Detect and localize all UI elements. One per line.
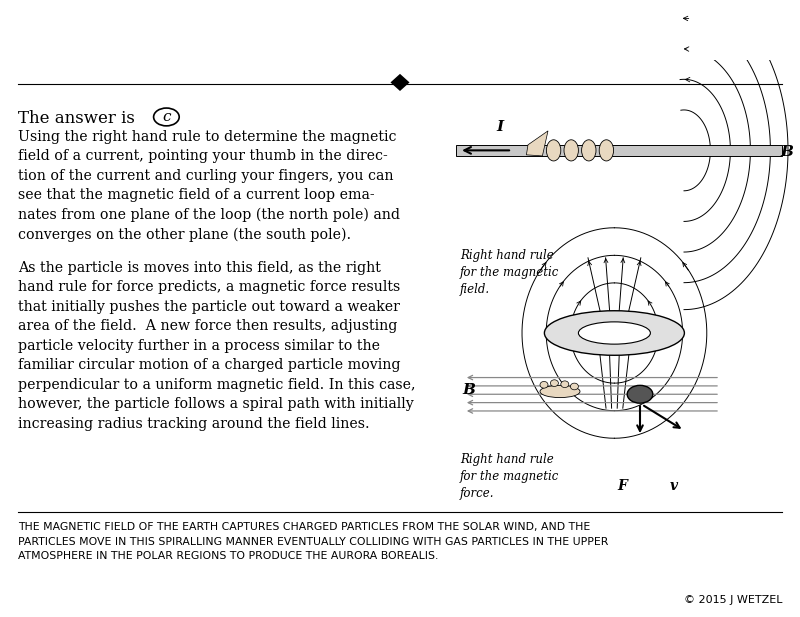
Ellipse shape: [540, 386, 580, 397]
Text: B: B: [780, 145, 793, 159]
Text: Right hand rule
for the magnetic
field.: Right hand rule for the magnetic field.: [460, 249, 559, 297]
Polygon shape: [526, 131, 548, 156]
Ellipse shape: [582, 140, 596, 161]
Text: © 2015 J WETZEL: © 2015 J WETZEL: [684, 595, 782, 605]
Text: c: c: [162, 110, 170, 124]
Text: THE MAGNETIC FIELD OF THE EARTH CAPTURES CHARGED PARTICLES FROM THE SOLAR WIND, : THE MAGNETIC FIELD OF THE EARTH CAPTURES…: [18, 523, 608, 561]
Polygon shape: [390, 74, 410, 91]
Ellipse shape: [550, 380, 558, 386]
Ellipse shape: [544, 311, 685, 355]
Text: Using the right hand rule to determine the magnetic
field of a current, pointing: Using the right hand rule to determine t…: [18, 130, 400, 242]
Text: F: F: [618, 479, 627, 493]
Ellipse shape: [599, 140, 614, 161]
Text: v: v: [670, 479, 678, 493]
Text: B: B: [462, 383, 475, 397]
Text: I: I: [497, 120, 503, 134]
Ellipse shape: [561, 381, 569, 387]
Text: The answer is: The answer is: [18, 110, 134, 127]
Ellipse shape: [546, 140, 561, 161]
Circle shape: [627, 386, 653, 403]
Ellipse shape: [540, 381, 548, 388]
FancyBboxPatch shape: [456, 145, 782, 156]
Text: As the particle is moves into this field, as the right
hand rule for force predi: As the particle is moves into this field…: [18, 260, 415, 431]
Text: Right hand rule
for the magnetic
force.: Right hand rule for the magnetic force.: [460, 453, 559, 500]
Ellipse shape: [570, 383, 578, 390]
Ellipse shape: [578, 322, 650, 344]
Ellipse shape: [564, 140, 578, 161]
